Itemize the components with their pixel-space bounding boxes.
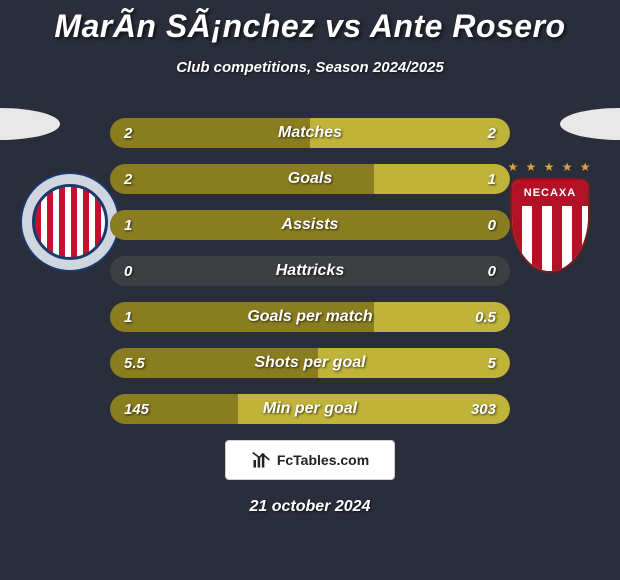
stat-value-right: 5 bbox=[450, 355, 510, 372]
brand-badge[interactable]: FcTables.com bbox=[225, 440, 395, 480]
stat-row: 2Goals1 bbox=[110, 164, 510, 194]
stat-label: Hattricks bbox=[170, 262, 450, 280]
player-slot-left bbox=[0, 108, 60, 140]
stat-label: Min per goal bbox=[170, 400, 450, 418]
stat-row: 1Assists0 bbox=[110, 210, 510, 240]
stat-value-left: 0 bbox=[110, 263, 170, 280]
stat-value-right: 303 bbox=[450, 401, 510, 418]
stat-value-left: 145 bbox=[110, 401, 170, 418]
subtitle: Club competitions, Season 2024/2025 bbox=[0, 59, 620, 76]
stat-value-right: 0.5 bbox=[450, 309, 510, 326]
stat-row: 145Min per goal303 bbox=[110, 394, 510, 424]
crest-band-text: NECAXA bbox=[512, 180, 588, 206]
stats-container: 2Matches22Goals11Assists00Hattricks01Goa… bbox=[110, 118, 510, 440]
stat-label: Assists bbox=[170, 216, 450, 234]
club-crest-left bbox=[20, 172, 120, 272]
stat-value-left: 5.5 bbox=[110, 355, 170, 372]
stat-label: Goals per match bbox=[170, 308, 450, 326]
player-slot-right bbox=[560, 108, 620, 140]
stat-label: Goals bbox=[170, 170, 450, 188]
stat-row: 5.5Shots per goal5 bbox=[110, 348, 510, 378]
stat-row: 1Goals per match0.5 bbox=[110, 302, 510, 332]
stars-icon: ★ ★ ★ ★ ★ bbox=[500, 160, 600, 174]
stat-value-left: 1 bbox=[110, 217, 170, 234]
stat-value-right: 2 bbox=[450, 125, 510, 142]
stat-row: 2Matches2 bbox=[110, 118, 510, 148]
chart-icon bbox=[251, 450, 271, 470]
brand-text: FcTables.com bbox=[277, 452, 369, 468]
stat-label: Matches bbox=[170, 124, 450, 142]
necaxa-crest-icon: NECAXA bbox=[510, 178, 590, 273]
stat-label: Shots per goal bbox=[170, 354, 450, 372]
stat-value-left: 2 bbox=[110, 125, 170, 142]
stat-row: 0Hattricks0 bbox=[110, 256, 510, 286]
footer-date: 21 october 2024 bbox=[0, 498, 620, 516]
stat-value-left: 1 bbox=[110, 309, 170, 326]
chivas-crest-icon bbox=[20, 172, 120, 272]
club-crest-right: ★ ★ ★ ★ ★ NECAXA bbox=[500, 172, 600, 272]
stat-value-left: 2 bbox=[110, 171, 170, 188]
stat-value-right: 1 bbox=[450, 171, 510, 188]
page-title: MarÃ­n SÃ¡nchez vs Ante Rosero bbox=[0, 0, 620, 45]
stat-value-right: 0 bbox=[450, 263, 510, 280]
stat-value-right: 0 bbox=[450, 217, 510, 234]
